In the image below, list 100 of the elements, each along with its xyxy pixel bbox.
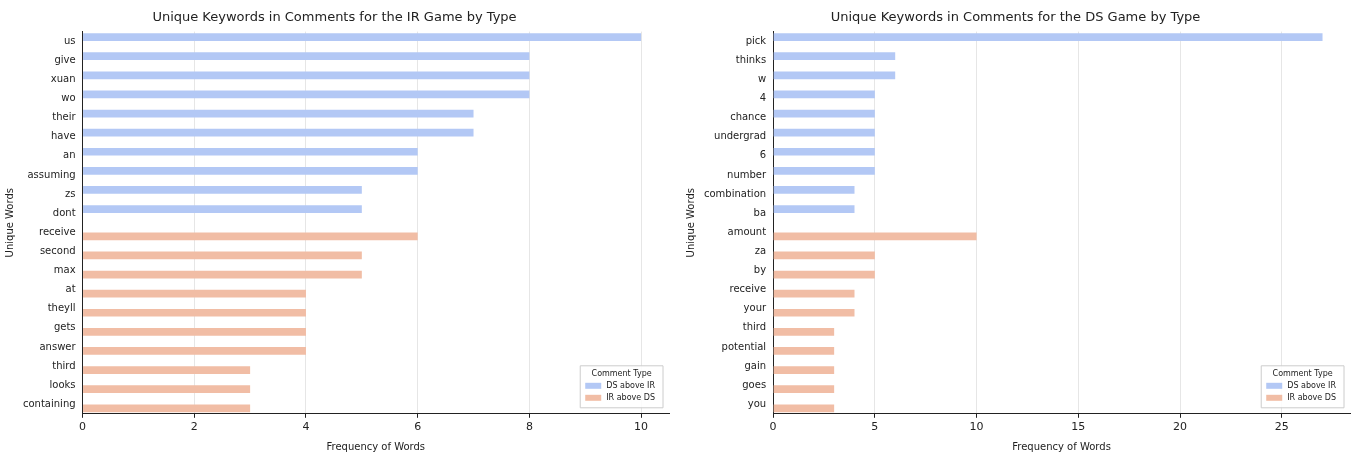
bar (773, 251, 875, 260)
y-tick-label: receive (39, 225, 76, 237)
bar (773, 347, 835, 355)
chart-title: Unique Keywords in Comments for the IR Game by Type (152, 9, 517, 25)
bar (773, 308, 855, 317)
y-tick-label: your (743, 302, 767, 314)
y-tick-label: thinks (735, 53, 767, 65)
bar (83, 128, 474, 137)
bar (83, 147, 418, 156)
bar (773, 109, 875, 118)
bar (773, 90, 875, 99)
x-axis-title: Frequency of Words (326, 440, 426, 452)
bar (83, 205, 362, 213)
y-tick-label: chance (730, 111, 767, 123)
x-tick-label: 5 (871, 420, 879, 434)
bar (773, 232, 977, 241)
y-tick-label: 4 (759, 92, 767, 104)
bar (83, 308, 306, 317)
bar (773, 385, 835, 394)
legend-label: DS above IR (1287, 380, 1337, 390)
y-tick-label: undergrad (714, 130, 767, 142)
x-tick-label: 10 (969, 420, 984, 434)
y-axis-title: Unique Words (3, 188, 15, 258)
bar (773, 404, 835, 413)
y-tick-label: max (53, 264, 76, 276)
bar (83, 71, 530, 80)
x-axis-title: Frequency of Words (1012, 440, 1111, 452)
y-tick-label: gets (53, 321, 76, 333)
y-axis-title: Unique Words (684, 188, 696, 258)
bar (83, 347, 306, 355)
y-tick-label: zs (65, 187, 76, 199)
y-tick-label: you (747, 397, 767, 409)
y-tick-label: looks (49, 378, 76, 390)
bar (83, 186, 362, 194)
bar (773, 328, 835, 336)
x-tick-label: 4 (302, 420, 310, 434)
y-tick-label: w (757, 72, 767, 84)
y-tick-label: third (52, 359, 76, 371)
x-tick-label: 8 (525, 420, 533, 434)
bar (83, 328, 306, 336)
y-tick-label: us (64, 34, 76, 46)
legend-label: DS above IR (606, 380, 656, 390)
legend-label: IR above DS (606, 392, 656, 402)
y-tick-label: xuan (50, 72, 76, 84)
x-tick-label: 20 (1173, 420, 1188, 434)
bar (773, 205, 855, 213)
y-tick-label: an (63, 149, 76, 161)
y-tick-label: answer (39, 340, 77, 352)
y-tick-label: number (727, 168, 767, 180)
legend-label: IR above DS (1287, 392, 1337, 402)
bar (83, 404, 251, 413)
x-tick-label: 2 (190, 420, 198, 434)
bar (773, 71, 896, 80)
x-tick-label: 0 (79, 420, 87, 434)
y-tick-label: have (51, 130, 76, 142)
y-tick-label: amount (727, 225, 767, 237)
bar (83, 52, 530, 61)
bar (83, 90, 530, 99)
y-tick-label: give (54, 53, 76, 65)
bar (773, 128, 875, 137)
y-tick-label: gain (744, 359, 767, 371)
y-tick-label: za (754, 244, 767, 256)
x-tick-label: 0 (769, 420, 777, 434)
x-tick-label: 15 (1071, 420, 1086, 434)
bar (83, 33, 642, 41)
y-tick-label: wo (61, 92, 76, 104)
y-tick-label: combination (704, 187, 767, 199)
y-tick-label: 6 (759, 149, 767, 161)
y-tick-label: potential (721, 340, 767, 352)
bar (773, 186, 855, 194)
bar (773, 289, 855, 298)
y-tick-label: containing (22, 397, 76, 409)
y-tick-label: dont (52, 206, 76, 218)
bar (83, 251, 362, 260)
y-tick-label: goes (742, 378, 767, 390)
bar (83, 167, 418, 175)
x-tick-label: 25 (1274, 420, 1289, 434)
legend-title: Comment Type (591, 368, 652, 378)
y-tick-label: by (753, 264, 767, 276)
y-tick-label: third (742, 321, 767, 333)
bar (83, 232, 418, 241)
bar (773, 270, 875, 279)
legend-title: Comment Type (1272, 368, 1333, 378)
bar (83, 289, 306, 298)
bar (773, 147, 875, 156)
chart-title: Unique Keywords in Comments for the DS Game by Type (830, 9, 1201, 25)
bar (83, 109, 474, 118)
bar (773, 52, 896, 61)
y-tick-label: receive (729, 283, 767, 295)
y-tick-label: at (65, 283, 76, 295)
y-tick-label: their (52, 111, 77, 123)
bar (773, 366, 835, 374)
bar (773, 33, 1323, 41)
bar (83, 270, 362, 279)
y-tick-label: pick (745, 34, 767, 46)
y-tick-label: theyll (47, 302, 76, 314)
y-tick-label: second (39, 244, 76, 256)
y-tick-label: ba (753, 206, 767, 218)
bar (773, 167, 875, 175)
x-tick-label: 10 (634, 420, 649, 434)
